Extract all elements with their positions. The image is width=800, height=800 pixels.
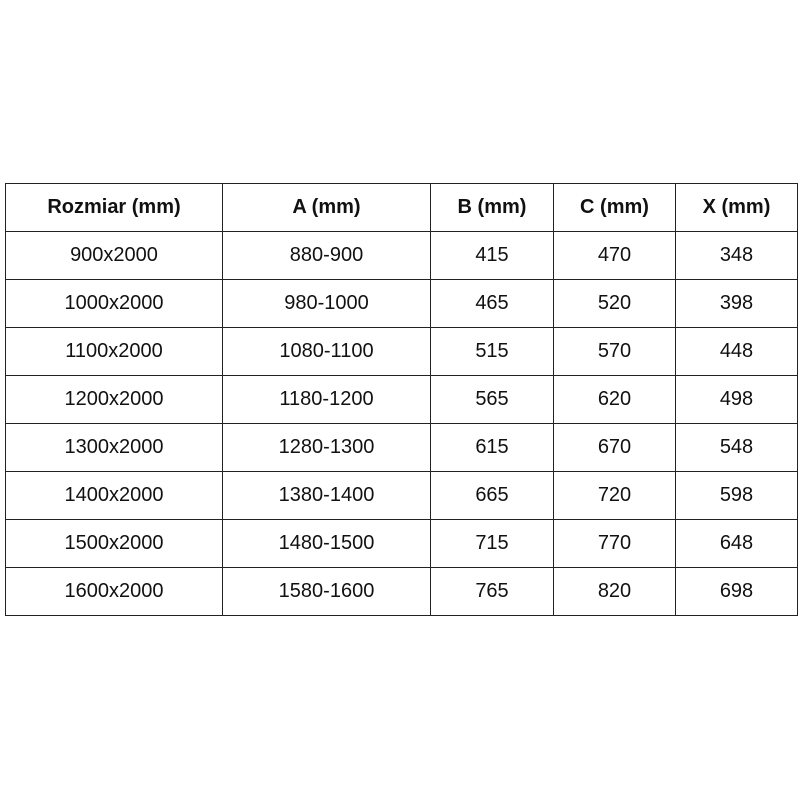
table-row: 900x2000 880-900 415 470 348 bbox=[5, 231, 798, 280]
header-row: Rozmiar (mm) A (mm) B (mm) C (mm) X (mm) bbox=[5, 183, 798, 232]
cell-c: 820 bbox=[553, 567, 676, 616]
cell-rozmiar: 1600x2000 bbox=[5, 567, 223, 616]
cell-a: 1180-1200 bbox=[222, 375, 431, 424]
cell-a: 980-1000 bbox=[222, 279, 431, 328]
cell-a: 1480-1500 bbox=[222, 519, 431, 568]
cell-a: 1080-1100 bbox=[222, 327, 431, 376]
cell-b: 715 bbox=[430, 519, 554, 568]
cell-b: 465 bbox=[430, 279, 554, 328]
cell-rozmiar: 1200x2000 bbox=[5, 375, 223, 424]
cell-b: 615 bbox=[430, 423, 554, 472]
cell-b: 565 bbox=[430, 375, 554, 424]
cell-c: 670 bbox=[553, 423, 676, 472]
cell-a: 1580-1600 bbox=[222, 567, 431, 616]
table-row: 1100x2000 1080-1100 515 570 448 bbox=[5, 327, 798, 376]
table-row: 1400x2000 1380-1400 665 720 598 bbox=[5, 471, 798, 520]
cell-b: 765 bbox=[430, 567, 554, 616]
table-row: 1000x2000 980-1000 465 520 398 bbox=[5, 279, 798, 328]
table-row: 1600x2000 1580-1600 765 820 698 bbox=[5, 567, 798, 616]
cell-rozmiar: 1000x2000 bbox=[5, 279, 223, 328]
cell-a: 880-900 bbox=[222, 231, 431, 280]
cell-x: 398 bbox=[675, 279, 798, 328]
cell-a: 1280-1300 bbox=[222, 423, 431, 472]
cell-x: 498 bbox=[675, 375, 798, 424]
cell-rozmiar: 1500x2000 bbox=[5, 519, 223, 568]
cell-b: 515 bbox=[430, 327, 554, 376]
column-header-rozmiar: Rozmiar (mm) bbox=[5, 183, 223, 232]
cell-x: 598 bbox=[675, 471, 798, 520]
cell-c: 620 bbox=[553, 375, 676, 424]
cell-rozmiar: 1300x2000 bbox=[5, 423, 223, 472]
column-header-c: C (mm) bbox=[553, 183, 676, 232]
cell-b: 665 bbox=[430, 471, 554, 520]
cell-c: 570 bbox=[553, 327, 676, 376]
size-table: Rozmiar (mm) A (mm) B (mm) C (mm) X (mm) 900… bbox=[5, 183, 798, 616]
cell-b: 415 bbox=[430, 231, 554, 280]
cell-rozmiar: 1400x2000 bbox=[5, 471, 223, 520]
cell-x: 448 bbox=[675, 327, 798, 376]
table-row: 1500x2000 1480-1500 715 770 648 bbox=[5, 519, 798, 568]
cell-x: 698 bbox=[675, 567, 798, 616]
cell-rozmiar: 900x2000 bbox=[5, 231, 223, 280]
column-header-b: B (mm) bbox=[430, 183, 554, 232]
cell-c: 520 bbox=[553, 279, 676, 328]
cell-c: 770 bbox=[553, 519, 676, 568]
table-row: 1200x2000 1180-1200 565 620 498 bbox=[5, 375, 798, 424]
cell-x: 348 bbox=[675, 231, 798, 280]
cell-a: 1380-1400 bbox=[222, 471, 431, 520]
cell-rozmiar: 1100x2000 bbox=[5, 327, 223, 376]
table-row: 1300x2000 1280-1300 615 670 548 bbox=[5, 423, 798, 472]
cell-c: 470 bbox=[553, 231, 676, 280]
column-header-a: A (mm) bbox=[222, 183, 431, 232]
column-header-x: X (mm) bbox=[675, 183, 798, 232]
cell-c: 720 bbox=[553, 471, 676, 520]
cell-x: 648 bbox=[675, 519, 798, 568]
cell-x: 548 bbox=[675, 423, 798, 472]
